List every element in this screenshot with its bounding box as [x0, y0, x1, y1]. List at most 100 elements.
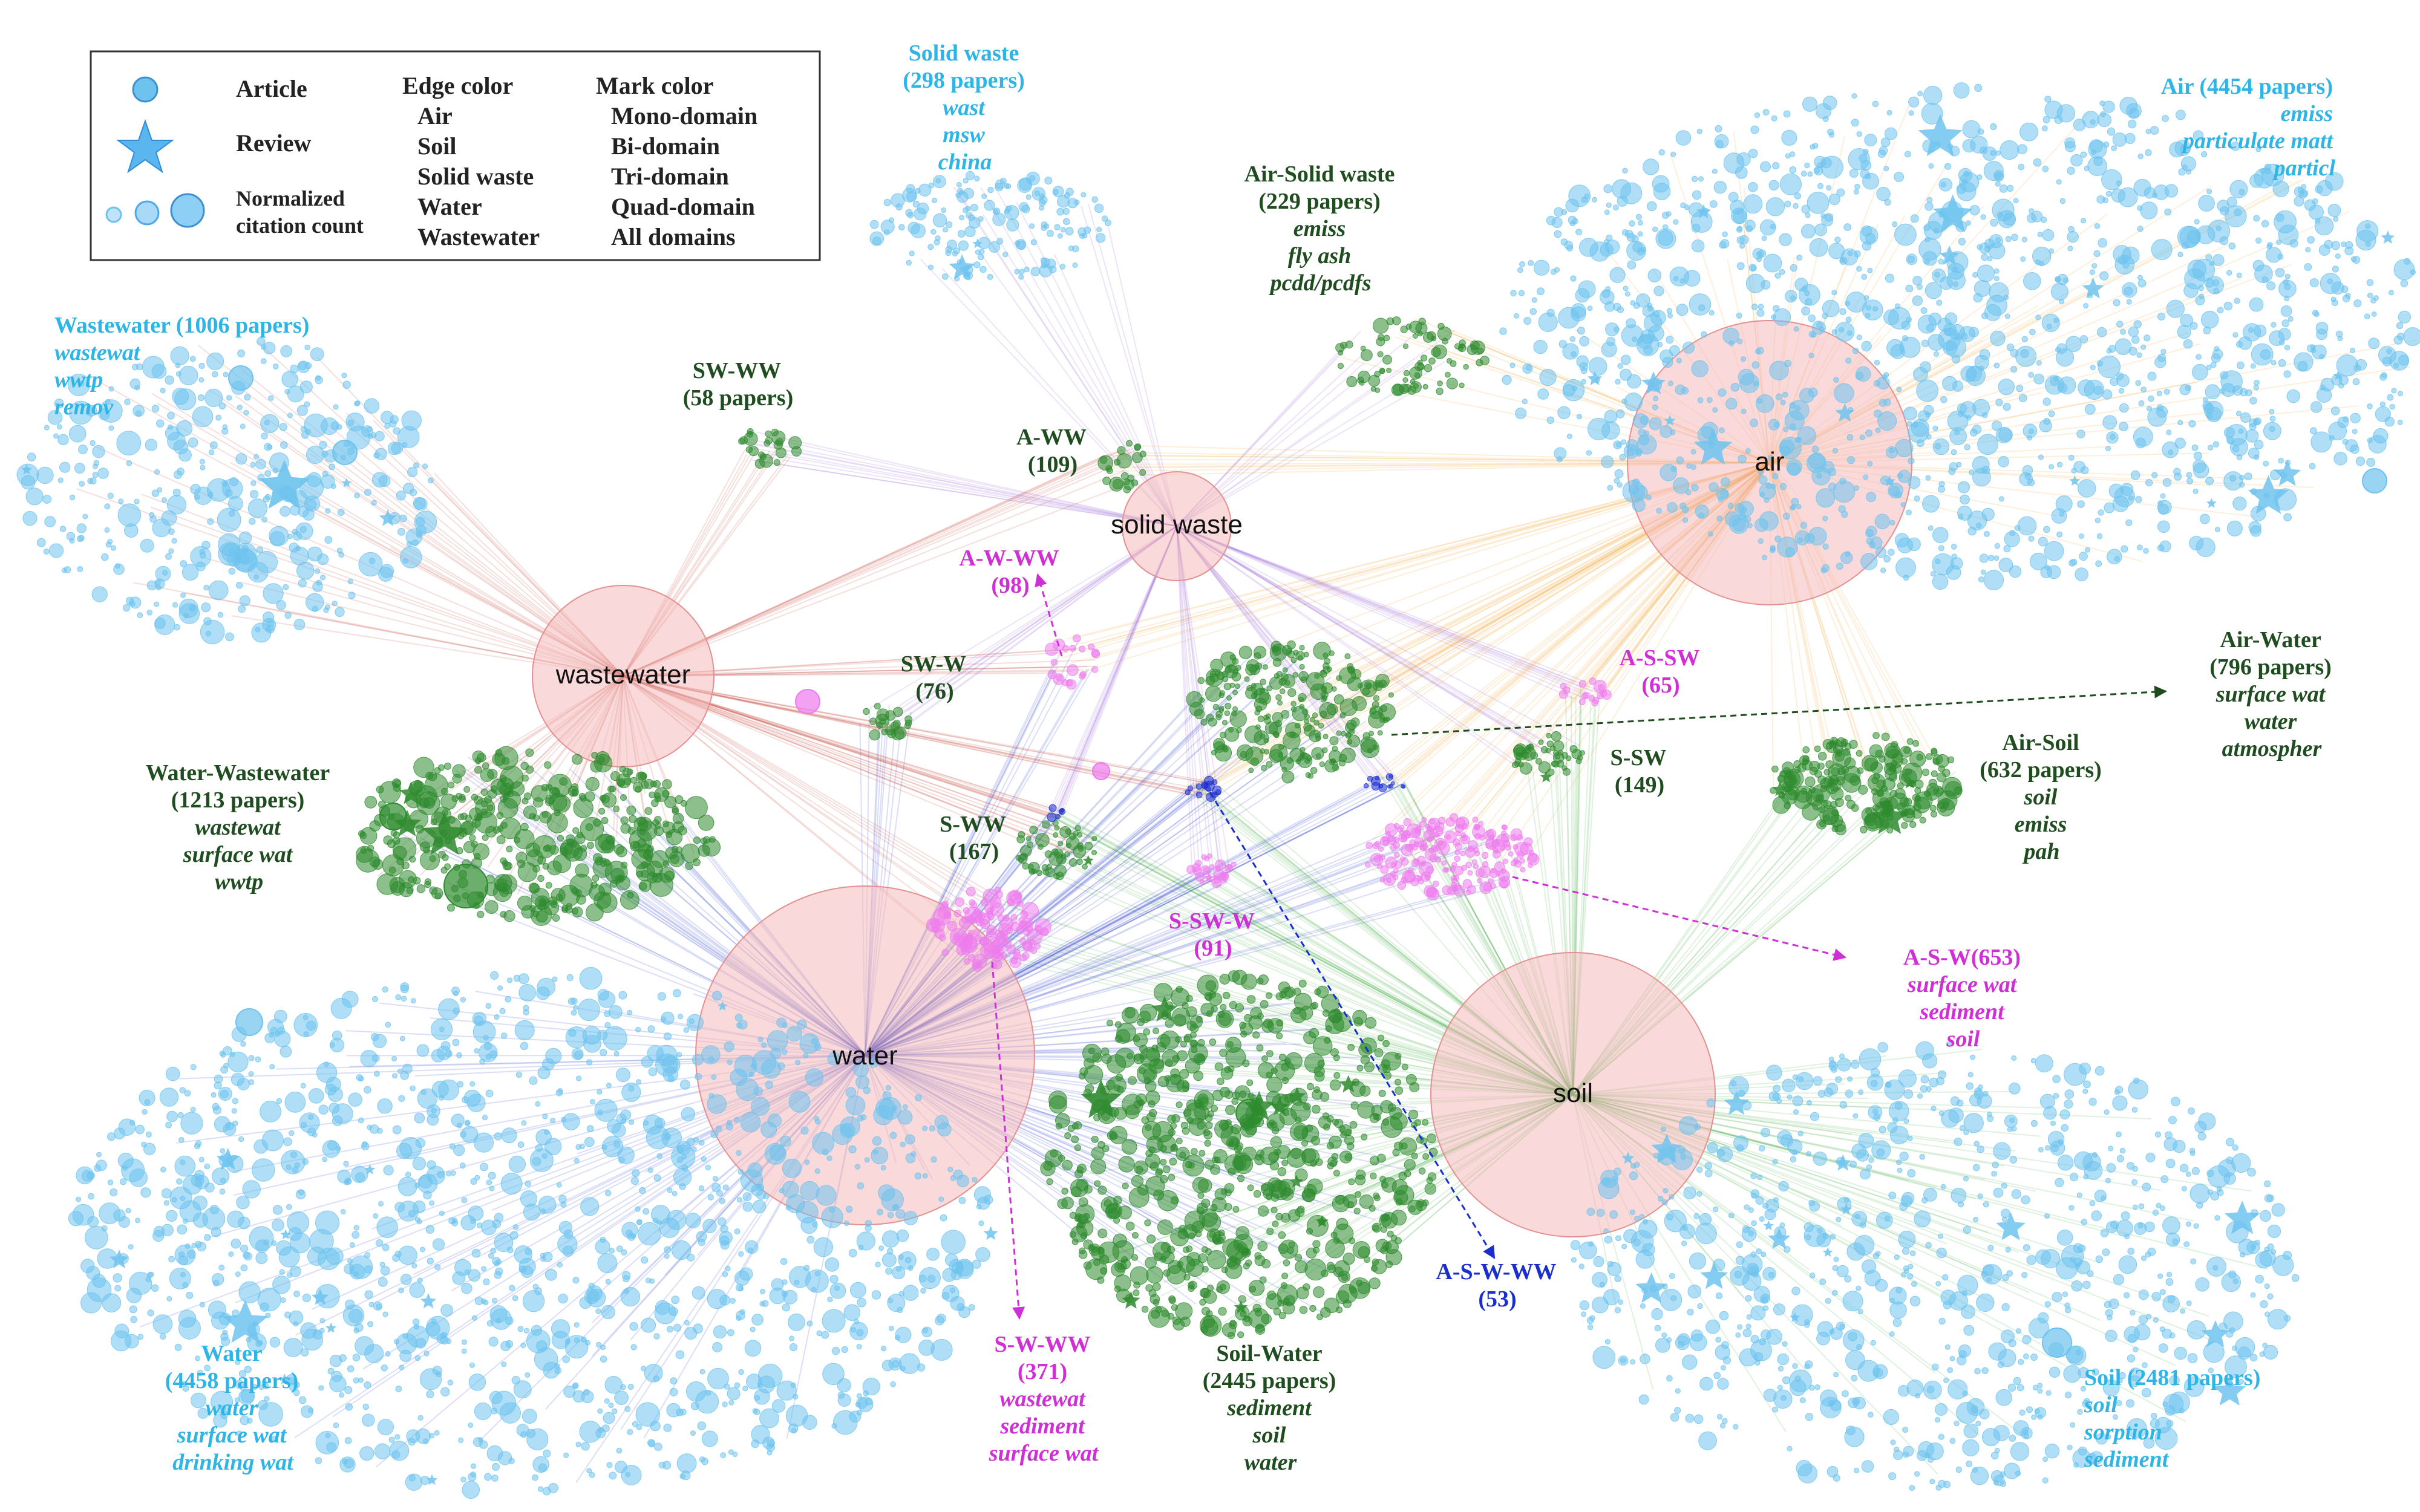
article-mark: [1594, 377, 1600, 383]
article-mark: [1854, 250, 1861, 258]
article-mark: [260, 414, 280, 433]
article-mark: [2301, 184, 2307, 190]
article-mark: [167, 411, 175, 420]
article-mark: [2248, 448, 2260, 459]
article-mark: [1776, 1098, 1782, 1104]
article-mark: [1735, 1256, 1745, 1265]
article-mark: [1904, 151, 1911, 158]
article-mark: [1955, 1466, 1963, 1473]
article-mark: [523, 1204, 541, 1221]
article-mark: [605, 1190, 612, 1197]
article-mark: [2130, 470, 2140, 480]
article-mark: [777, 1062, 785, 1070]
article-mark: [531, 1325, 542, 1336]
article-mark: [1899, 1152, 1909, 1161]
article-mark: [2070, 154, 2083, 167]
article-mark: [1522, 399, 1528, 405]
article-mark: [1937, 1070, 1946, 1080]
article-mark: [1517, 267, 1523, 273]
article-mark: [1845, 1350, 1865, 1370]
article-mark: [559, 777, 568, 786]
article-mark: [742, 1202, 753, 1212]
article-mark: [420, 1246, 425, 1253]
article-mark: [1890, 1439, 1896, 1445]
article-mark: [958, 240, 969, 251]
article-mark: [1756, 1248, 1762, 1254]
article-mark: [1578, 680, 1587, 688]
article-mark: [1814, 1384, 1820, 1390]
article-mark: [1762, 1305, 1769, 1312]
article-mark: [584, 1340, 590, 1346]
article-mark: [1977, 1145, 1984, 1153]
article-mark: [2126, 299, 2132, 305]
article-mark: [1413, 383, 1419, 389]
article-mark: [658, 1461, 666, 1469]
article-mark: [747, 431, 754, 438]
article-mark: [1223, 682, 1232, 691]
article-mark: [905, 209, 913, 217]
article-mark: [1820, 157, 1832, 169]
article-mark: [1709, 310, 1715, 316]
article-mark: [2044, 1301, 2052, 1308]
article-mark: [1563, 384, 1575, 397]
article-mark: [1938, 1433, 1944, 1440]
article-mark: [2147, 371, 2157, 381]
article-mark: [394, 1434, 401, 1440]
article-mark: [1261, 764, 1267, 772]
article-mark: [1304, 725, 1316, 737]
article-mark: [2210, 1191, 2220, 1201]
article-mark: [435, 836, 443, 844]
article-mark: [1692, 190, 1702, 200]
article-mark: [102, 1293, 122, 1313]
article-mark: [1629, 1209, 1635, 1216]
article-mark: [785, 1404, 808, 1427]
article-mark: [322, 471, 329, 477]
article-mark: [159, 1087, 179, 1107]
article-mark: [1974, 83, 1983, 92]
article-mark: [977, 253, 984, 261]
article-mark: [2271, 1203, 2285, 1217]
article-mark: [440, 793, 457, 810]
article-mark: [880, 1346, 887, 1352]
article-mark: [1565, 198, 1579, 213]
article-mark: [2095, 1066, 2105, 1076]
article-mark: [374, 1070, 380, 1077]
article-mark: [1225, 703, 1232, 709]
article-mark: [1213, 738, 1226, 751]
article-mark: [341, 373, 347, 379]
article-mark: [420, 850, 440, 870]
article-mark: [2057, 1155, 2074, 1171]
article-mark: [1446, 377, 1458, 389]
article-mark: [2284, 345, 2291, 351]
article-mark: [1626, 233, 1636, 242]
article-mark: [1894, 172, 1905, 182]
article-mark: [476, 814, 483, 821]
article-mark: [1937, 318, 1952, 332]
article-mark: [2112, 132, 2127, 147]
article-mark: [1264, 749, 1270, 755]
article-mark: [1560, 238, 1568, 246]
article-mark: [2015, 345, 2037, 367]
article-mark: [2158, 1343, 2168, 1353]
article-mark: [2061, 1245, 2084, 1268]
article-mark: [172, 602, 178, 608]
article-mark: [1751, 361, 1759, 369]
article-mark: [2355, 456, 2366, 466]
article-mark: [2099, 271, 2109, 281]
article-mark: [1679, 1224, 1695, 1240]
article-mark: [1345, 341, 1353, 349]
article-mark: [2250, 1292, 2256, 1298]
article-mark: [1622, 480, 1646, 503]
article-mark: [1704, 1162, 1712, 1170]
article-mark: [2147, 1247, 2156, 1256]
article-mark: [284, 611, 292, 619]
cluster-solid-waste: [869, 171, 1111, 282]
article-mark: [1836, 1216, 1842, 1222]
article-mark: [1957, 1274, 1978, 1295]
article-mark: [2015, 1328, 2021, 1334]
article-mark: [1967, 1072, 1974, 1078]
article-mark: [2105, 191, 2112, 197]
article-mark: [782, 1049, 788, 1055]
clusters-layer: [16, 82, 2420, 1499]
article-mark: [2137, 226, 2144, 232]
